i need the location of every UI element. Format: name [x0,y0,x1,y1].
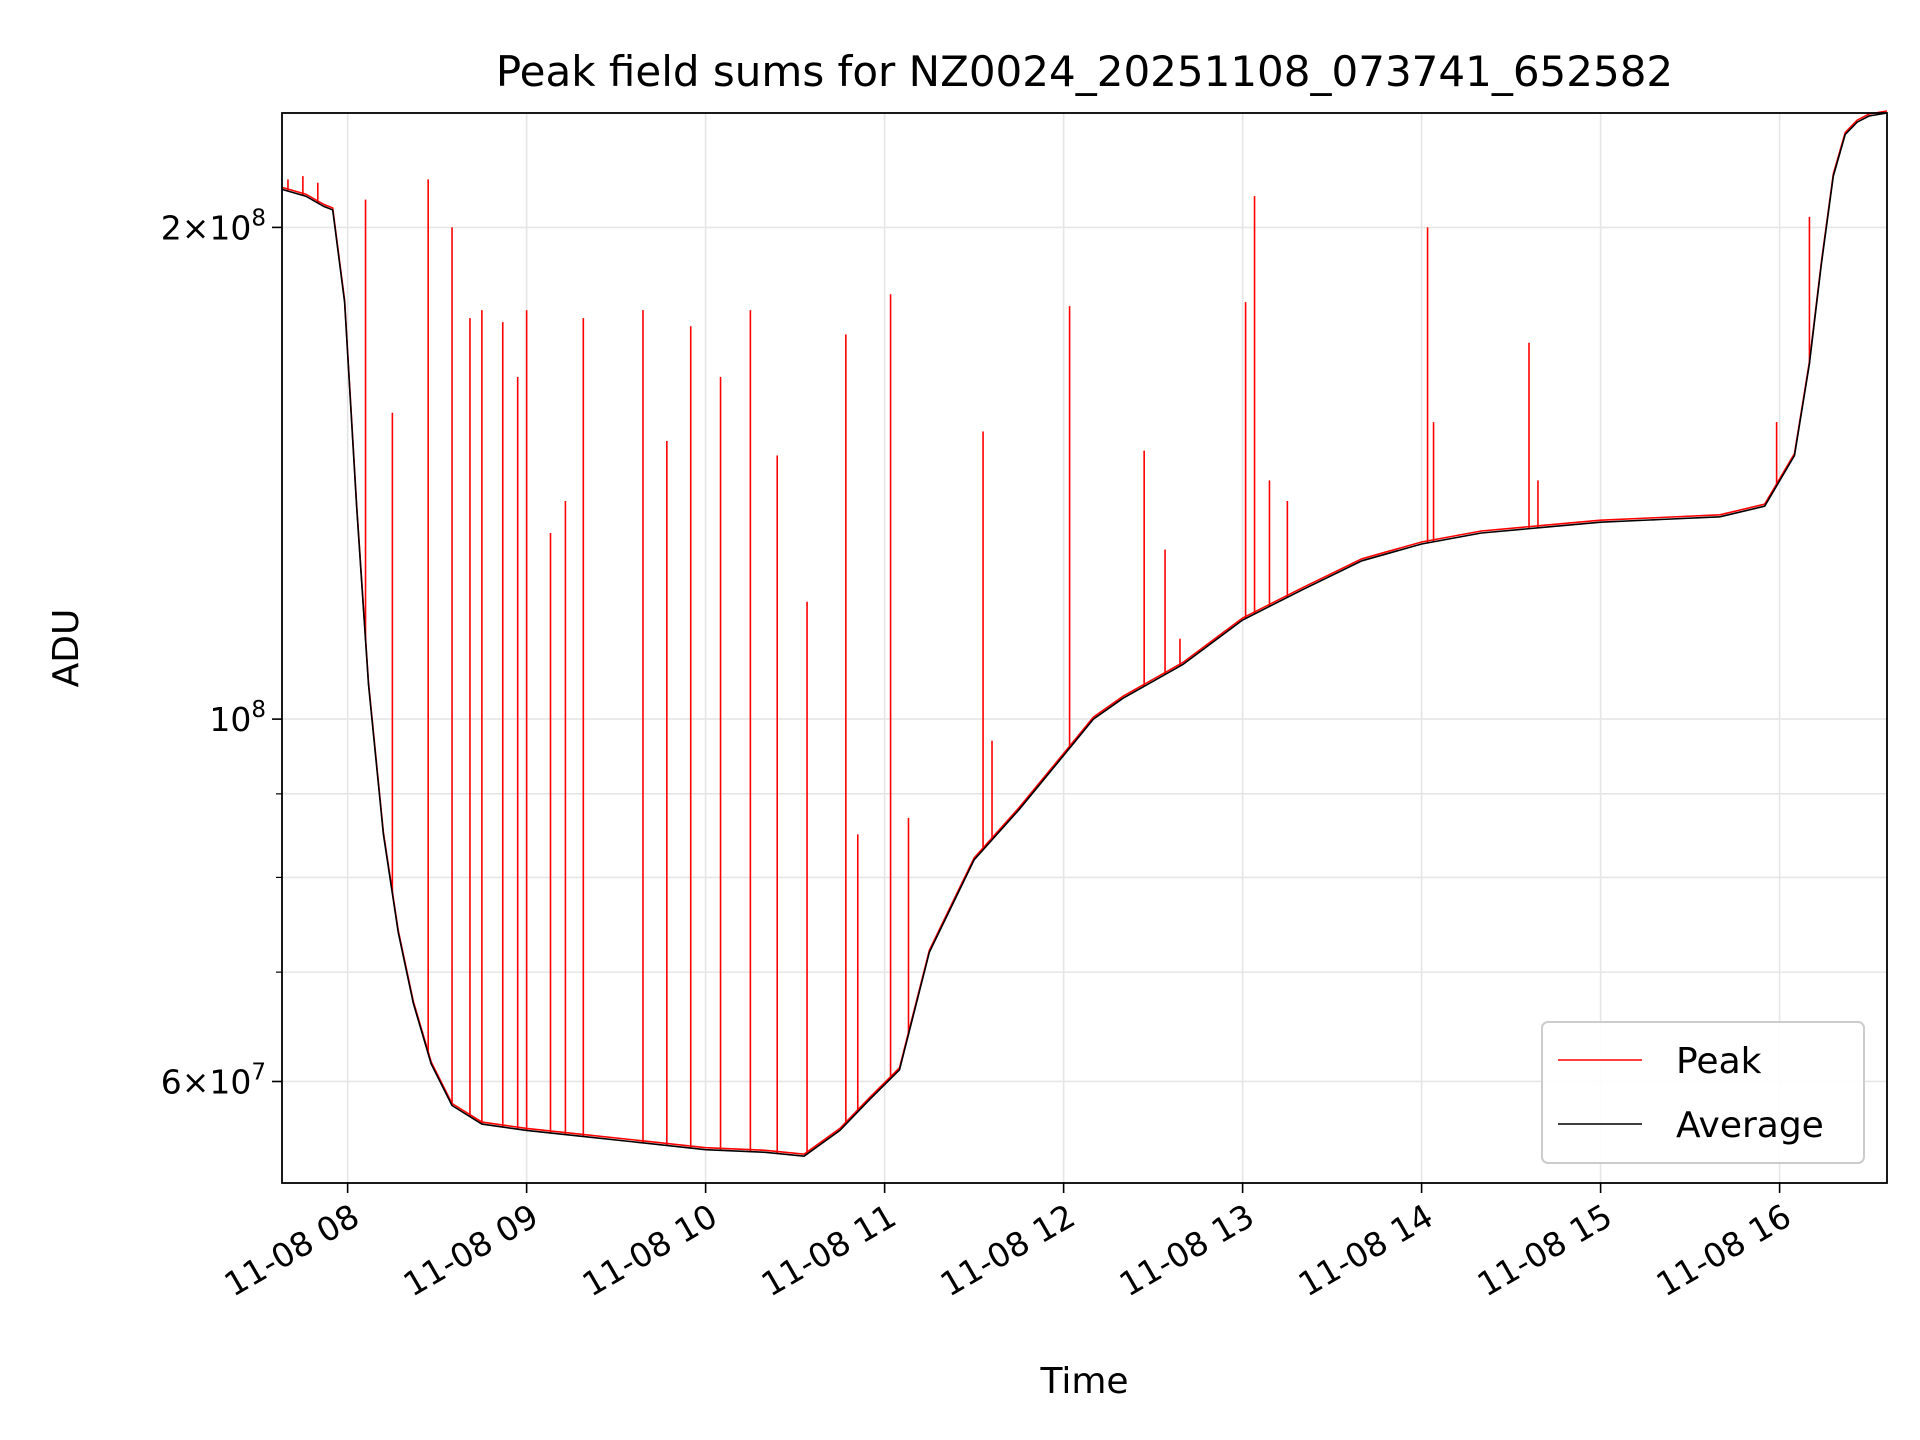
legend-box [1541,1021,1865,1164]
x-axis-label: Time [1039,1361,1128,1402]
axes-frame [281,112,1888,1184]
legend-label-average: Average [1676,1105,1824,1146]
series-average-line [281,112,1888,1158]
legend-label-peak: Peak [1676,1041,1762,1082]
plot-area [281,110,1888,1158]
chart-title: Peak field sums for NZ0024_20251108_0737… [496,47,1673,96]
y-tick-label: 6×107 [161,1059,266,1101]
legend: Peak Average [1541,1021,1865,1164]
y-axis-label: ADU [46,609,87,688]
y-tick-label: 2×108 [161,205,266,247]
y-tick-label: 108 [209,697,266,739]
